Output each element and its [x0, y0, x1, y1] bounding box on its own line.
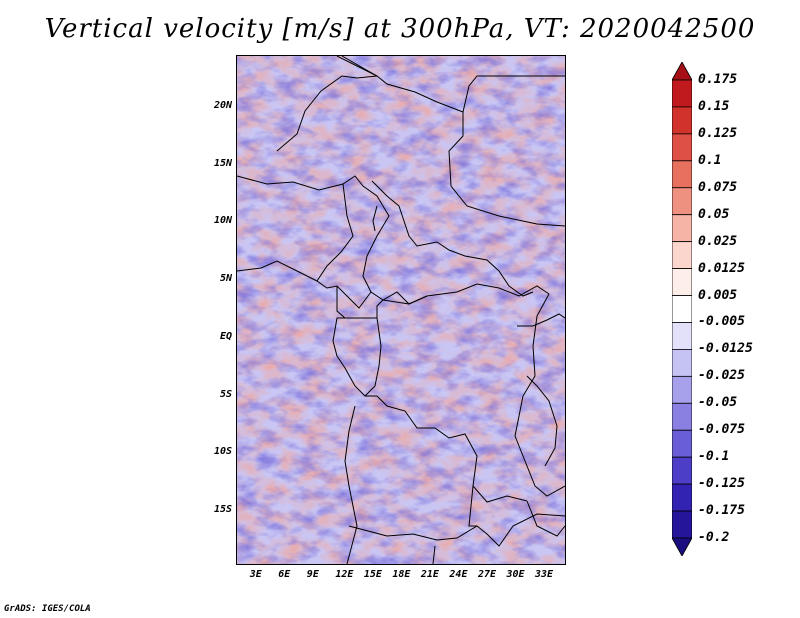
colorbar-tick-label: 0.075 — [698, 179, 738, 195]
colorbar-tick-label: 0.125 — [698, 125, 738, 141]
lon-tick-label: 18E — [392, 569, 411, 580]
lon-tick-label: 9E — [306, 569, 319, 580]
lon-tick-label: 24E — [449, 569, 468, 580]
lon-tick-label: 21E — [420, 569, 439, 580]
colorbar-tick-label: 0.0125 — [698, 260, 745, 276]
lat-tick-label: 15N — [213, 157, 232, 169]
velocity-field — [237, 56, 565, 564]
colorbar-tick-label: 0.175 — [698, 72, 738, 87]
colorbar-swatch — [672, 79, 692, 108]
field-negative — [237, 56, 565, 564]
colorbar-tick-label: 0.05 — [698, 206, 730, 222]
colorbar-tick-label: -0.2 — [698, 530, 730, 545]
colorbar-swatch — [672, 456, 692, 485]
colorbar-swatch — [672, 106, 692, 135]
colorbar-tick-label: -0.1 — [698, 449, 730, 465]
colorbar-swatch — [672, 429, 692, 458]
colorbar-tick-label: -0.025 — [698, 368, 745, 384]
colorbar-tick-label: 0.1 — [698, 152, 722, 168]
colorbar-swatch — [672, 214, 692, 243]
lat-tick-label: 5N — [219, 273, 232, 285]
colorbar-swatch — [672, 133, 692, 162]
colorbar-tick-label: -0.175 — [698, 503, 745, 519]
lat-tick-label: EQ — [219, 330, 232, 342]
colorbar-swatch — [672, 402, 692, 431]
colorbar-swatch — [672, 241, 692, 269]
colorbar-tick-label: 0.005 — [698, 287, 738, 303]
colorbar-top-arrow — [672, 62, 692, 81]
lon-tick-label: 3E — [249, 569, 262, 580]
colorbar-swatch — [672, 295, 692, 323]
lon-tick-label: 33E — [534, 569, 554, 580]
colorbar-swatch — [672, 268, 692, 296]
colorbar — [672, 62, 692, 556]
lat-tick-label: 15S — [213, 504, 232, 516]
lon-tick-label: 15E — [363, 569, 382, 580]
map-panel — [236, 55, 566, 565]
colorbar-swatch — [672, 510, 692, 539]
colorbar-swatch — [672, 187, 692, 216]
colorbar-swatch — [672, 322, 692, 350]
lat-tick-label: 5S — [219, 388, 232, 400]
colorbar-tick-label: -0.05 — [698, 395, 738, 411]
lon-tick-label: 27E — [477, 569, 496, 580]
colorbar-tick-label: 0.025 — [698, 233, 738, 249]
lat-tick-label: 10S — [213, 446, 232, 458]
colorbar-bottom-arrow — [672, 537, 692, 556]
lon-tick-label: 30E — [506, 569, 525, 580]
lon-tick-label: 6E — [278, 569, 291, 580]
lat-tick-label: 20N — [213, 99, 232, 111]
colorbar-tick-label: -0.075 — [698, 422, 745, 438]
colorbar-tick-label: 0.15 — [698, 98, 730, 114]
chart-title: Vertical velocity [m/s] at 300hPa, VT: 2… — [44, 14, 756, 44]
grads-credit: GrADS: IGES/COLA — [4, 604, 91, 614]
colorbar-swatch — [672, 160, 692, 189]
colorbar-swatch — [672, 375, 692, 404]
colorbar-tick-label: -0.0125 — [698, 341, 753, 357]
country-borders — [237, 56, 565, 564]
colorbar-tick-label: -0.125 — [698, 476, 745, 492]
colorbar-swatch — [672, 349, 692, 377]
lat-tick-label: 10N — [213, 215, 232, 227]
colorbar-swatch — [672, 483, 692, 512]
lon-tick-label: 12E — [335, 569, 354, 580]
colorbar-tick-label: -0.005 — [698, 314, 745, 330]
